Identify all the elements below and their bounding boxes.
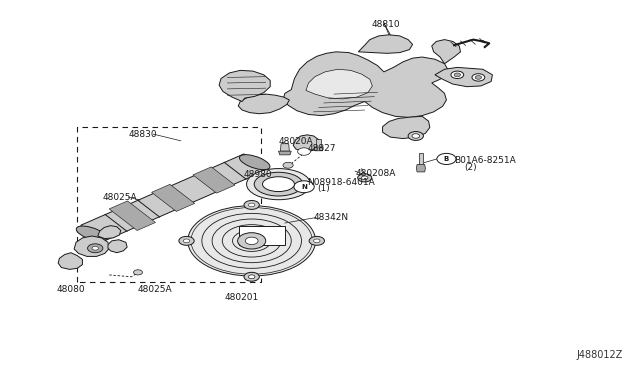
Circle shape: [179, 236, 194, 245]
Text: 48980: 48980: [243, 170, 272, 179]
Circle shape: [92, 246, 99, 250]
Circle shape: [454, 73, 461, 77]
Text: 480201: 480201: [224, 293, 259, 302]
Circle shape: [451, 71, 464, 78]
Text: 48080: 48080: [56, 285, 85, 294]
Circle shape: [244, 272, 259, 281]
Polygon shape: [109, 201, 156, 231]
Polygon shape: [435, 67, 492, 87]
Circle shape: [472, 74, 484, 81]
Text: 48827: 48827: [307, 144, 336, 153]
Circle shape: [237, 233, 266, 249]
Text: 48025A: 48025A: [103, 193, 138, 202]
Text: 48810: 48810: [371, 20, 400, 29]
Ellipse shape: [76, 226, 107, 241]
Polygon shape: [74, 236, 109, 256]
Circle shape: [248, 203, 255, 207]
Polygon shape: [280, 144, 289, 151]
Text: N08918-6401A: N08918-6401A: [307, 178, 375, 187]
Circle shape: [245, 237, 258, 244]
Polygon shape: [417, 164, 426, 172]
Polygon shape: [284, 52, 448, 118]
FancyBboxPatch shape: [239, 226, 285, 245]
Text: 48830: 48830: [129, 129, 157, 139]
Ellipse shape: [254, 172, 303, 196]
Ellipse shape: [362, 176, 368, 180]
Polygon shape: [152, 184, 195, 211]
Circle shape: [88, 244, 103, 253]
Text: B: B: [444, 156, 449, 162]
Polygon shape: [98, 226, 121, 238]
Text: 48025A: 48025A: [138, 285, 173, 294]
Circle shape: [244, 201, 259, 209]
Text: N: N: [301, 184, 307, 190]
Circle shape: [309, 236, 324, 245]
Polygon shape: [81, 154, 266, 242]
Circle shape: [298, 148, 310, 155]
Circle shape: [314, 239, 320, 243]
Text: 480208A: 480208A: [355, 169, 396, 177]
Text: B01A6-8251A: B01A6-8251A: [454, 156, 516, 165]
Polygon shape: [419, 153, 423, 164]
Polygon shape: [432, 39, 461, 64]
Text: 48020A: 48020A: [278, 137, 313, 146]
Ellipse shape: [262, 177, 294, 192]
Polygon shape: [306, 69, 372, 99]
Polygon shape: [278, 151, 291, 155]
Circle shape: [248, 275, 255, 279]
Text: (2): (2): [465, 163, 477, 172]
Polygon shape: [293, 135, 320, 151]
Circle shape: [134, 270, 143, 275]
Circle shape: [475, 76, 481, 79]
Circle shape: [294, 181, 314, 193]
Polygon shape: [219, 70, 270, 102]
Polygon shape: [383, 116, 430, 138]
Polygon shape: [58, 253, 83, 269]
Text: 48342N: 48342N: [314, 213, 349, 222]
Circle shape: [408, 132, 424, 140]
Ellipse shape: [239, 155, 270, 170]
Ellipse shape: [358, 174, 372, 182]
Polygon shape: [316, 138, 321, 147]
Circle shape: [283, 162, 293, 168]
Ellipse shape: [246, 169, 310, 200]
Polygon shape: [108, 240, 127, 253]
Text: (1): (1): [317, 184, 330, 193]
Ellipse shape: [188, 206, 316, 276]
Circle shape: [248, 275, 255, 279]
Polygon shape: [358, 35, 413, 53]
Circle shape: [412, 134, 420, 138]
Circle shape: [437, 153, 456, 164]
Circle shape: [244, 273, 259, 281]
Polygon shape: [193, 167, 235, 193]
Text: J488012Z: J488012Z: [577, 350, 623, 360]
Circle shape: [183, 239, 189, 243]
Polygon shape: [314, 147, 323, 151]
Polygon shape: [238, 94, 289, 114]
